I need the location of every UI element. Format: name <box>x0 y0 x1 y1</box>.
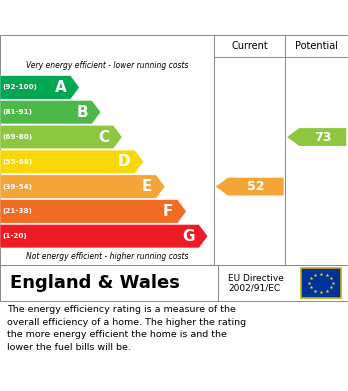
Text: (21-38): (21-38) <box>3 208 33 214</box>
Text: 2002/91/EC: 2002/91/EC <box>228 284 280 293</box>
Text: (92-100): (92-100) <box>3 84 38 90</box>
Text: G: G <box>182 229 195 244</box>
Text: (81-91): (81-91) <box>3 109 33 115</box>
Bar <box>301 267 341 298</box>
Polygon shape <box>287 128 346 146</box>
Polygon shape <box>0 76 79 99</box>
Text: E: E <box>142 179 152 194</box>
Polygon shape <box>0 150 143 174</box>
Text: (69-80): (69-80) <box>3 134 33 140</box>
Polygon shape <box>0 100 101 124</box>
Text: D: D <box>118 154 130 169</box>
Text: Very energy efficient - lower running costs: Very energy efficient - lower running co… <box>26 61 188 70</box>
Text: Current: Current <box>231 41 268 51</box>
Text: EU Directive: EU Directive <box>228 274 284 283</box>
Text: The energy efficiency rating is a measure of the
overall efficiency of a home. T: The energy efficiency rating is a measur… <box>7 305 246 352</box>
Polygon shape <box>0 175 165 198</box>
Polygon shape <box>0 126 122 149</box>
Text: Not energy efficient - higher running costs: Not energy efficient - higher running co… <box>26 252 188 261</box>
Text: Energy Efficiency Rating: Energy Efficiency Rating <box>10 10 213 25</box>
Polygon shape <box>0 200 186 223</box>
Text: B: B <box>76 105 88 120</box>
Polygon shape <box>0 224 208 248</box>
Text: (39-54): (39-54) <box>3 184 33 190</box>
Text: 73: 73 <box>314 131 331 143</box>
Text: (1-20): (1-20) <box>3 233 27 239</box>
Text: 52: 52 <box>247 180 264 193</box>
Polygon shape <box>216 178 284 196</box>
Text: F: F <box>163 204 173 219</box>
Text: Potential: Potential <box>295 41 338 51</box>
Text: C: C <box>98 129 109 145</box>
Text: England & Wales: England & Wales <box>10 274 180 292</box>
Text: (55-68): (55-68) <box>3 159 33 165</box>
Text: A: A <box>55 80 66 95</box>
